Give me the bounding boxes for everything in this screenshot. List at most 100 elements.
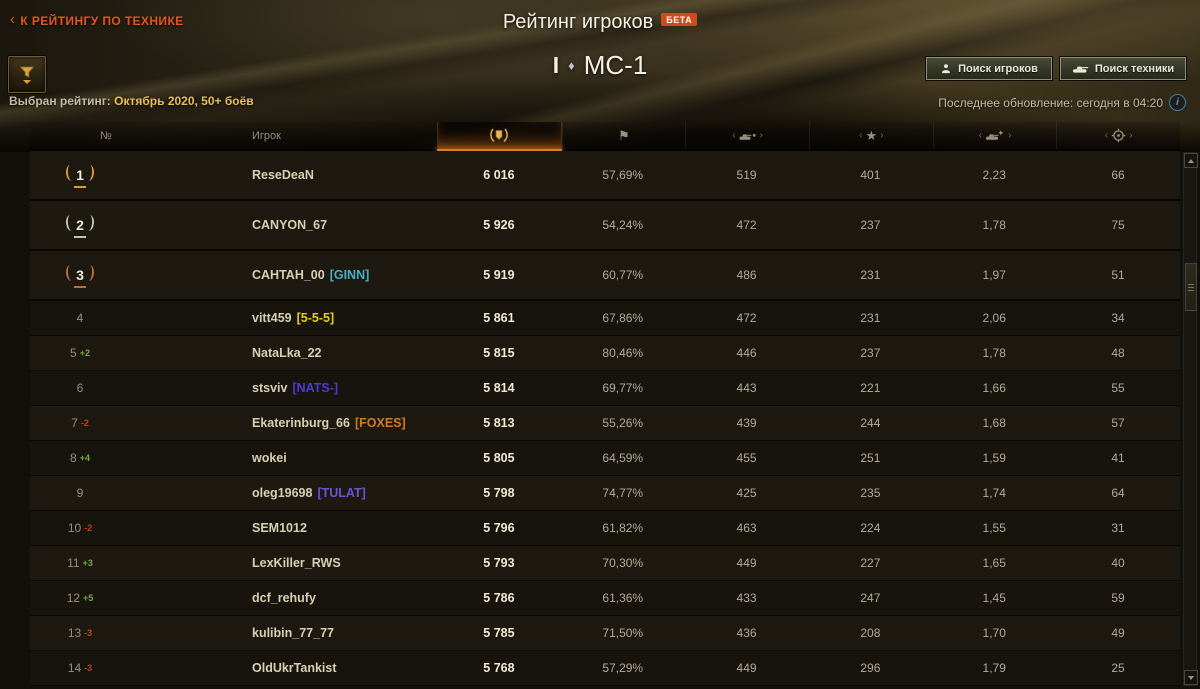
column-header-rating[interactable] — [437, 122, 562, 151]
clan-tag[interactable]: [TULAT] — [317, 486, 366, 500]
player-name[interactable]: CAHTAH_00 — [252, 268, 325, 282]
clan-tag[interactable]: [FOXES] — [354, 416, 406, 430]
battles-cell: 25 — [1111, 661, 1125, 675]
player-name[interactable]: kulibin_77_77 — [252, 626, 334, 640]
frags-cell: 1,79 — [982, 661, 1006, 675]
battles-cell: 55 — [1111, 381, 1125, 395]
column-header-battles[interactable]: ‹ › — [1056, 122, 1180, 149]
info-icon[interactable]: i — [1169, 94, 1186, 111]
scroll-up-button[interactable] — [1184, 153, 1198, 168]
avg-experience-cell: 401 — [860, 168, 881, 182]
avg-experience-cell: 231 — [860, 268, 881, 282]
clan-tag[interactable]: [NATS-] — [292, 381, 339, 395]
table-row[interactable]: 9 oleg19698 [TULAT] 5 798 74,77% 425 235 1,74 64 — [30, 476, 1180, 511]
avg-experience-cell: 231 — [860, 311, 881, 325]
rank-number: 12 — [66, 591, 81, 605]
player-name[interactable]: OldUkrTankist — [252, 661, 337, 675]
column-header-frags[interactable]: ‹ › — [932, 122, 1057, 149]
winrate-cell: 70,30% — [602, 556, 644, 570]
table-row[interactable]: 10 -2 SEM1012 5 796 61,82% 463 224 1,55 31 — [30, 511, 1180, 546]
avg-experience-cell: 237 — [860, 346, 881, 360]
icon-flank-left: ‹ — [859, 130, 863, 141]
rank-medal-bronze: 3 — [65, 263, 95, 288]
battles-cell: 34 — [1111, 311, 1125, 325]
frags-cell: 1,74 — [982, 486, 1006, 500]
icon-flank-right: › — [759, 130, 764, 141]
avg-damage-cell: 472 — [736, 218, 757, 232]
clan-tag[interactable]: [5-5-5] — [296, 311, 335, 325]
table-row[interactable]: 5 +2 NataLka_22 5 815 80,46% 446 237 1,78 48 — [30, 336, 1180, 371]
frags-cell: 1,45 — [982, 591, 1006, 605]
avg-experience-cell: 235 — [860, 486, 881, 500]
rank-cell: 7 -2 — [30, 416, 130, 430]
search-vehicles-label: Поиск техники — [1094, 62, 1175, 75]
table-row[interactable]: 8 +4 wokei 5 805 64,59% 455 251 1,59 41 — [30, 441, 1180, 476]
player-name[interactable]: CANYON_67 — [252, 218, 328, 232]
column-header-avg-damage[interactable]: ‹ › — [685, 122, 809, 149]
rank-number: 5 — [70, 346, 77, 360]
scrollbar-thumb[interactable] — [1185, 263, 1197, 311]
page-title: Рейтинг игроков — [502, 11, 654, 33]
search-players-button[interactable]: Поиск игроков — [926, 57, 1052, 80]
rank-change: +5 — [83, 593, 94, 603]
column-header-player[interactable]: Игрок — [130, 122, 437, 149]
frags-cell: 1,97 — [982, 268, 1006, 282]
player-name[interactable]: SEM1012 — [252, 521, 307, 535]
table-row[interactable]: 13 -3 kulibin_77_77 5 785 71,50% 436 208 1,70 49 — [30, 616, 1180, 651]
battles-cell: 57 — [1111, 416, 1125, 430]
table-row[interactable]: 2 CANYON_67 5 926 54,24% 472 237 1,78 75 — [30, 201, 1180, 251]
scroll-down-button[interactable] — [1184, 670, 1198, 685]
table-row[interactable]: 14 -3 OldUkrTankist 5 768 57,29% 449 296 1,79 25 — [30, 651, 1180, 686]
player-name[interactable]: stsviv — [252, 381, 288, 395]
winrate-cell: 67,86% — [602, 311, 644, 325]
chevron-down-icon — [1188, 675, 1194, 680]
vertical-scrollbar[interactable] — [1183, 152, 1198, 686]
player-name[interactable]: wokei — [252, 451, 287, 465]
player-name[interactable]: dcf_rehufy — [252, 591, 316, 605]
table-row[interactable]: 4 vitt459 [5-5-5] 5 861 67,86% 472 231 2,06 34 — [30, 301, 1180, 336]
avg-damage-cell: 449 — [736, 556, 757, 570]
rating-cell: 5 786 — [483, 591, 515, 605]
avg-experience-cell: 208 — [860, 626, 881, 640]
player-name[interactable]: oleg19698 — [252, 486, 313, 500]
column-header-winrate[interactable]: ⚑ — [561, 122, 686, 149]
player-name[interactable]: vitt459 — [252, 311, 292, 325]
player-cell: LexKiller_RWS — [130, 556, 437, 570]
back-to-vehicle-rating-link[interactable]: ‹ К РЕЙТИНГУ ПО ТЕХНИКЕ — [10, 11, 184, 28]
column-header-rank[interactable]: № — [30, 122, 130, 149]
rank-change: -3 — [84, 628, 93, 638]
filter-button[interactable] — [8, 56, 46, 93]
rank-cell: 11 +3 — [30, 556, 130, 570]
tier-diamond-icon: ♦ — [568, 58, 575, 73]
avg-damage-tank-icon — [739, 133, 756, 140]
player-name[interactable]: ReseDeaN — [252, 168, 314, 182]
rank-number: 10 — [67, 521, 82, 535]
player-name[interactable]: LexKiller_RWS — [252, 556, 341, 570]
selected-rating-label: Выбран рейтинг: — [9, 94, 111, 108]
player-cell: dcf_rehufy — [130, 591, 437, 605]
table-row[interactable]: 1 ReseDeaN 6 016 57,69% 519 401 2,23 66 — [30, 151, 1180, 201]
rating-cell: 5 815 — [483, 346, 515, 360]
back-chevron-icon: ‹ — [10, 11, 16, 28]
table-row[interactable]: 6 stsviv [NATS-] 5 814 69,77% 443 221 1,66 55 — [30, 371, 1180, 406]
search-vehicles-button[interactable]: Поиск техники — [1060, 57, 1186, 80]
selected-rating-line: Выбран рейтинг: Октябрь 2020, 50+ боёв — [9, 94, 254, 108]
avg-experience-cell: 224 — [860, 521, 881, 535]
player-name[interactable]: NataLka_22 — [252, 346, 322, 360]
winrate-cell: 61,36% — [602, 591, 644, 605]
player-icon — [942, 63, 951, 73]
back-link-label: К РЕЙТИНГУ ПО ТЕХНИКЕ — [20, 13, 184, 28]
column-header-avg-experience[interactable]: ‹ ★ › — [809, 122, 933, 149]
table-row[interactable]: 11 +3 LexKiller_RWS 5 793 70,30% 449 227 1,65 40 — [30, 546, 1180, 581]
rank-number: 14 — [67, 661, 82, 675]
rank-number: 6 — [76, 381, 84, 395]
player-cell: CAHTAH_00 [GINN] — [130, 268, 437, 282]
player-name[interactable]: Ekaterinburg_66 — [252, 416, 350, 430]
clan-tag[interactable]: [GINN] — [329, 268, 370, 282]
winrate-cell: 57,29% — [602, 661, 644, 675]
table-row[interactable]: 3 CAHTAH_00 [GINN] 5 919 60,77% 486 231 1,97 51 — [30, 251, 1180, 301]
battles-cell: 48 — [1111, 346, 1125, 360]
table-row[interactable]: 12 +5 dcf_rehufy 5 786 61,36% 433 247 1,45 59 — [30, 581, 1180, 616]
winrate-cell: 61,82% — [602, 521, 644, 535]
table-row[interactable]: 7 -2 Ekaterinburg_66 [FOXES] 5 813 55,26% 439 2… — [30, 406, 1180, 441]
